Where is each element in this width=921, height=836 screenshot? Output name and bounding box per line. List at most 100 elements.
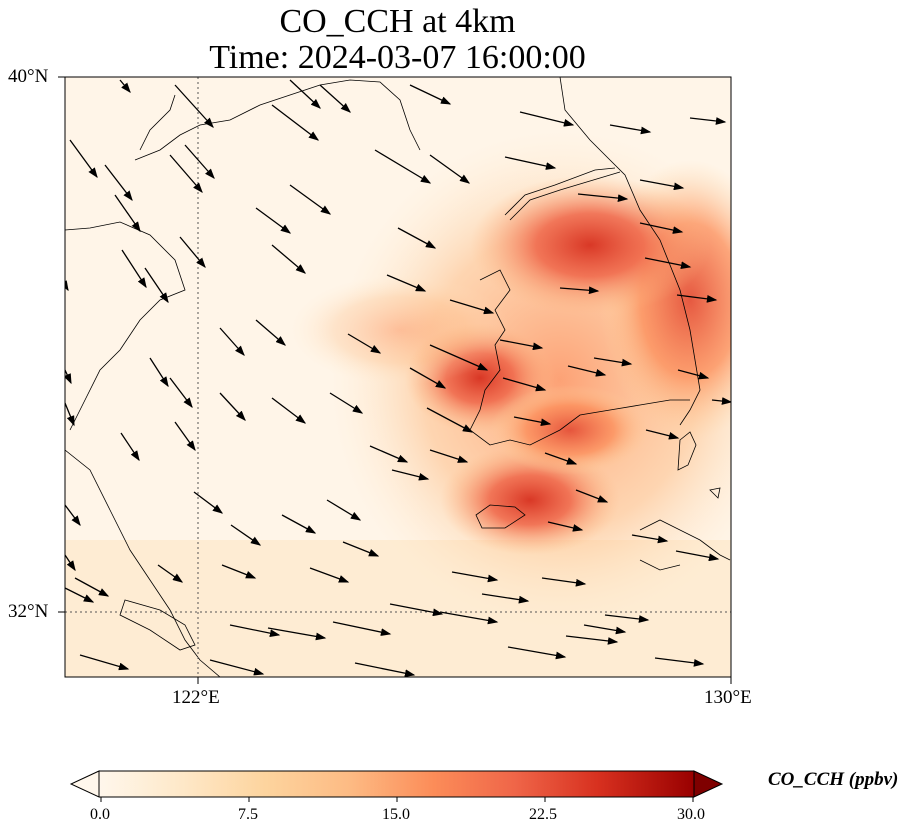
wind-arrow: [219, 327, 245, 356]
wind-arrow: [609, 124, 652, 135]
colorbar-label: CO_CCH (ppbv): [768, 769, 899, 790]
wind-arrow: [193, 491, 224, 514]
wind-arrow: [429, 154, 471, 184]
map-subtitle-time: Time: 2024-03-07 16:00:00: [209, 39, 586, 76]
wind-arrow: [65, 369, 72, 385]
wind-arrow: [309, 567, 350, 583]
wind-arrow: [593, 357, 633, 367]
wind-arrow: [174, 84, 214, 128]
wind-arrow: [409, 367, 447, 389]
wind-arrow: [229, 624, 281, 638]
wind-arrow: [255, 207, 292, 234]
wind-arrow: [654, 657, 705, 667]
wind-arrow: [541, 577, 587, 587]
wind-arrow: [677, 369, 710, 380]
wind-arrow: [332, 621, 392, 636]
wind-arrow: [255, 319, 286, 346]
wind-arrow: [583, 624, 627, 635]
wind-arrow: [481, 593, 530, 604]
wind-arrow: [65, 504, 81, 527]
lon-label-122e: 122°E: [172, 687, 220, 708]
colorbar-tick-7-5: 7.5: [238, 806, 258, 823]
wind-arrow: [429, 344, 489, 371]
wind-arrow: [149, 357, 169, 388]
lon-label-130e: 130°E: [704, 687, 752, 708]
wind-arrow: [271, 104, 320, 141]
colorbar-tick-22-5: 22.5: [529, 806, 557, 823]
wind-arrow: [79, 654, 130, 671]
wind-arrow: [426, 407, 474, 433]
wind-arrow: [271, 244, 306, 274]
wind-arrow: [544, 452, 578, 465]
wind-arrow: [565, 635, 619, 645]
wind-arrow: [219, 392, 246, 421]
wind-arrow: [104, 164, 133, 202]
wind-arrow: [271, 397, 307, 424]
wind-arrow: [65, 554, 76, 572]
wind-arrow: [65, 587, 95, 603]
wind-arrow: [644, 257, 692, 270]
wind-arrow: [513, 416, 552, 427]
wind-arrow: [389, 603, 444, 617]
wind-arrow: [354, 662, 416, 677]
colorbar-extend-max: [693, 770, 724, 798]
map-title: CO_CCH at 4km: [279, 3, 516, 40]
wind-arrow: [342, 541, 380, 557]
wind-vectors: [65, 79, 731, 677]
wind-arrow: [409, 84, 452, 105]
wind-arrow: [329, 392, 364, 414]
wind-arrow: [65, 402, 75, 427]
wind-arrow: [281, 514, 317, 534]
wind-arrow: [347, 333, 382, 354]
wind-arrow: [184, 144, 215, 179]
wind-arrow: [711, 397, 731, 405]
colorbar: [69, 770, 724, 802]
wind-arrow: [547, 521, 584, 532]
wind-arrow: [114, 194, 141, 233]
lat-label-40n: 40°N: [8, 66, 49, 87]
wind-arrow: [675, 550, 720, 562]
lat-label-32n: 32°N: [8, 601, 49, 622]
wind-arrow: [144, 267, 169, 304]
wind-arrow: [504, 156, 557, 170]
wind-arrow: [289, 79, 321, 109]
wind-arrow: [397, 227, 437, 249]
wind-arrow: [157, 564, 184, 583]
wind-arrow: [221, 564, 257, 579]
wind-arrow: [451, 571, 499, 583]
wind-arrow: [639, 179, 685, 191]
colorbar-tick-0: 0.0: [90, 806, 110, 823]
map-frame: [64, 76, 732, 678]
wind-arrow: [519, 111, 575, 127]
wind-arrow: [429, 449, 469, 463]
colorbar-tick-30: 30.0: [677, 806, 705, 823]
wind-arrow: [386, 274, 427, 292]
wind-arrow: [179, 236, 206, 268]
wind-arrow: [639, 222, 684, 234]
concentration-field: [290, 130, 731, 630]
wind-arrow: [69, 139, 98, 179]
wind-arrow: [209, 659, 265, 676]
wind-arrow: [499, 339, 544, 351]
wind-arrow: [449, 299, 495, 315]
wind-arrow: [604, 614, 650, 623]
wind-arrow: [567, 365, 607, 377]
wind-arrow: [502, 377, 547, 392]
wind-arrow: [121, 249, 147, 289]
colorbar-extend-min: [69, 770, 100, 798]
wind-arrow: [645, 429, 680, 440]
wind-arrow: [575, 489, 609, 503]
gridlines: [65, 77, 731, 677]
wind-arrow: [169, 154, 203, 193]
wind-arrow: [369, 445, 409, 463]
wind-arrow: [676, 294, 718, 303]
wind-arrow: [267, 627, 327, 641]
wind-arrow: [577, 193, 629, 202]
wind-arrow: [74, 577, 110, 597]
map-plot-area: [65, 77, 731, 677]
wind-arrow: [439, 611, 499, 625]
wind-arrow: [169, 377, 193, 409]
wind-arrow: [507, 646, 567, 660]
wind-arrow: [391, 469, 430, 481]
